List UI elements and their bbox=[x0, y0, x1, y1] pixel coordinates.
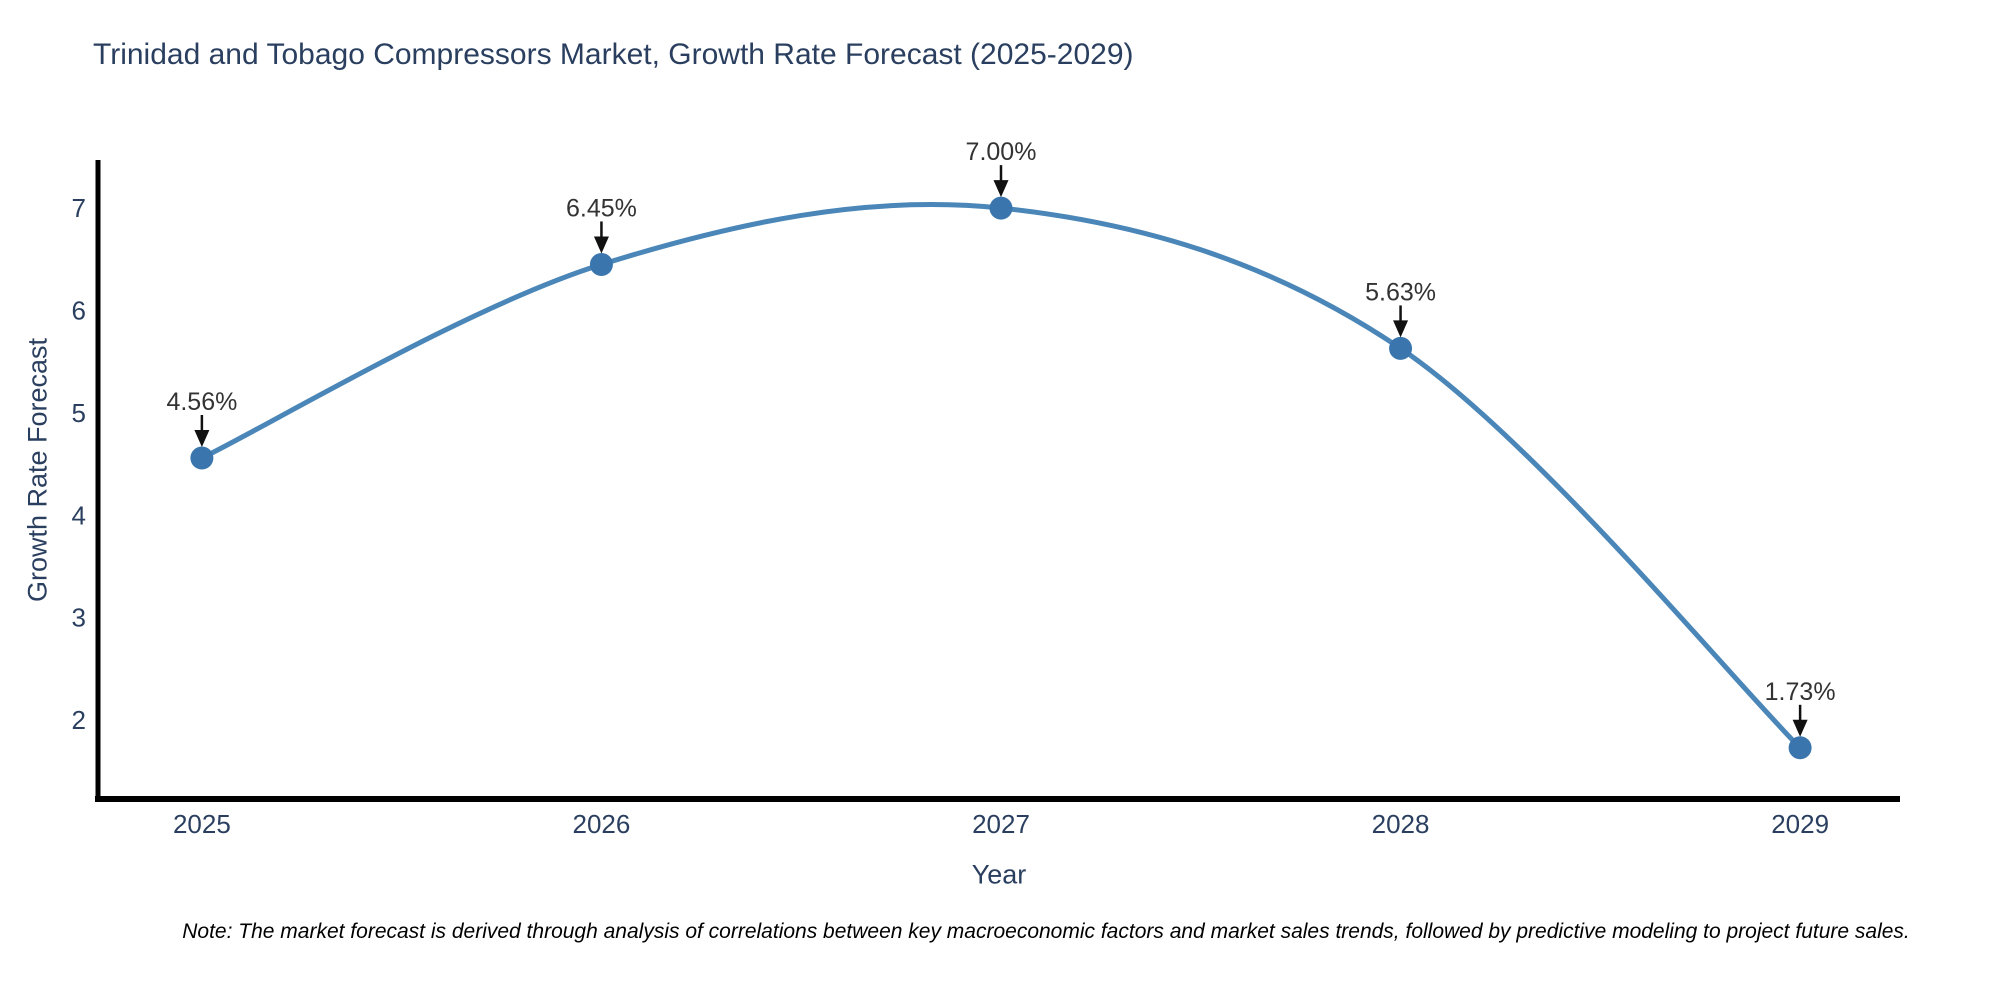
y-tick-label: 5 bbox=[72, 398, 86, 428]
annotation-arrow-head bbox=[1393, 320, 1409, 338]
annotation-arrow-head bbox=[593, 236, 609, 254]
data-point-label: 5.63% bbox=[1365, 278, 1436, 306]
x-axis-title: Year bbox=[971, 859, 1027, 890]
data-point-marker bbox=[190, 446, 214, 470]
x-tick-label: 2027 bbox=[972, 809, 1030, 839]
y-tick-label: 3 bbox=[72, 603, 86, 633]
data-point-marker bbox=[989, 196, 1013, 220]
data-point-label: 4.56% bbox=[166, 388, 237, 416]
x-tick-label: 2025 bbox=[173, 809, 231, 839]
y-tick-label: 6 bbox=[72, 296, 86, 326]
footnote: Note: The market forecast is derived thr… bbox=[182, 920, 1910, 943]
data-point-marker bbox=[1788, 736, 1812, 760]
data-point-label: 6.45% bbox=[566, 194, 637, 222]
y-tick-label: 7 bbox=[72, 193, 86, 223]
y-axis-title: Growth Rate Forecast bbox=[22, 337, 53, 603]
y-tick-label: 2 bbox=[72, 705, 86, 735]
annotation-arrow-head bbox=[1792, 719, 1808, 737]
x-tick-label: 2028 bbox=[1372, 809, 1430, 839]
chart-title: Trinidad and Tobago Compressors Market, … bbox=[93, 38, 1134, 71]
y-tick-label: 4 bbox=[72, 500, 86, 530]
x-tick-label: 2026 bbox=[573, 809, 631, 839]
data-point-label: 1.73% bbox=[1765, 678, 1836, 706]
trend-line bbox=[199, 202, 1803, 751]
data-point-marker bbox=[589, 252, 613, 276]
annotation-arrow-head bbox=[194, 429, 210, 447]
data-point-marker bbox=[1389, 336, 1413, 360]
annotation-arrow-head bbox=[993, 180, 1009, 198]
data-point-label: 7.00% bbox=[966, 138, 1037, 166]
x-tick-label: 2029 bbox=[1771, 809, 1829, 839]
